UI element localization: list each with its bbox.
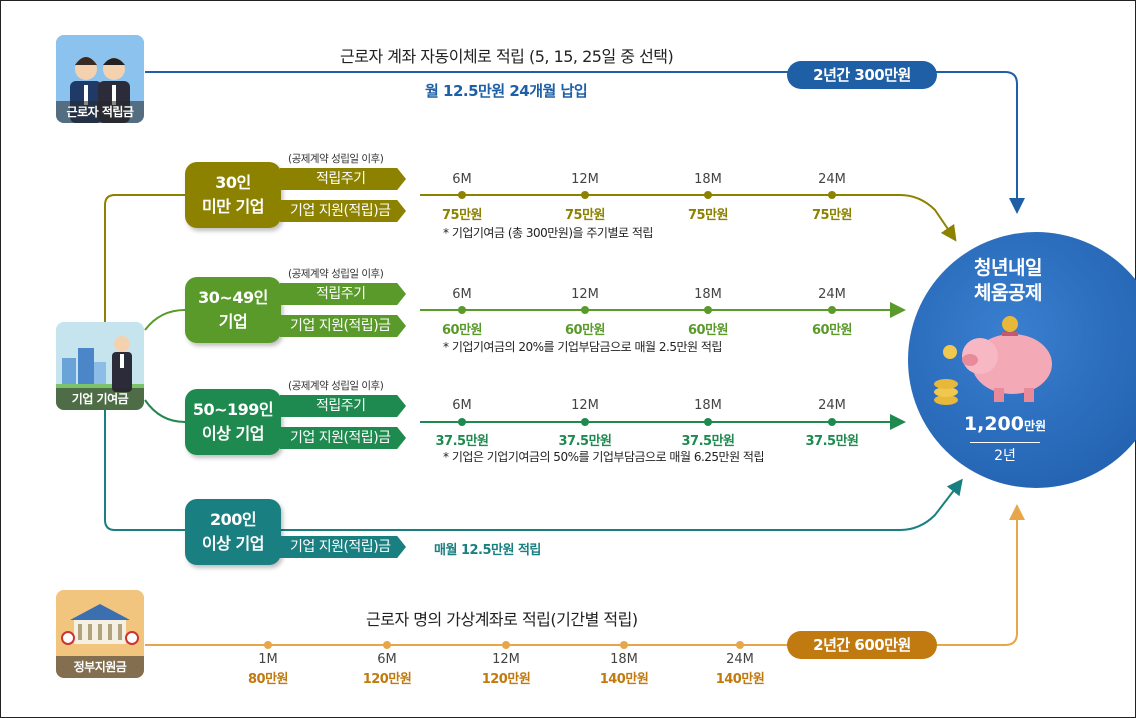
tier1-amount: 75만원 (687, 208, 729, 223)
tier1-size-line1: 30인 (215, 173, 251, 192)
tier3-note: * 기업은 기업기여금의 50%를 기업부담금으로 매월 6.25만원 적립 (443, 450, 765, 464)
worker-subtitle: 월 12.5만원 24개월 납입 (425, 82, 588, 100)
tier1-company-size: 30인 미만 기업 (185, 162, 281, 228)
gov-tick: 12M (492, 652, 520, 667)
tier2-size-line2: 기업 (218, 312, 248, 331)
tier1-tick: 6M (452, 172, 472, 187)
tier4-size-line2: 이상 기업 (202, 534, 264, 553)
gov-amount: 140만원 (599, 672, 649, 687)
tier1-tick: 12M (571, 172, 599, 187)
tier2-amount: 60만원 (687, 323, 729, 338)
tier4-support-label: 기업 지원(적립)금 (280, 536, 406, 558)
tier4-monthly: 매월 12.5만원 적립 (434, 543, 541, 558)
tier2-amount: 60만원 (811, 323, 853, 338)
tier2-company-size: 30~49인 기업 (185, 277, 281, 343)
gov-amount: 120만원 (481, 672, 531, 687)
tier2-amount: 60만원 (564, 323, 606, 338)
gov-amount: 120만원 (362, 672, 412, 687)
tier3-tick: 6M (452, 398, 472, 413)
result-amount: 1,200만원 (950, 413, 1060, 435)
tier1-note: * 기업기여금 (총 300만원)을 주기별로 적립 (443, 226, 653, 240)
tier2-note: * 기업기여금의 20%를 기업부담금으로 매월 2.5만원 적립 (443, 340, 722, 354)
government-icon-label: 정부지원금 (56, 656, 144, 678)
result-amount-value: 1,200 (963, 413, 1024, 435)
tier4-size-line1: 200인 (209, 510, 257, 529)
tier3-amount: 37.5만원 (435, 434, 490, 449)
tier1-amount: 75만원 (811, 208, 853, 223)
worker-total-pill: 2년간 300만원 (787, 61, 937, 89)
company-icon-label: 기업 기여금 (56, 388, 144, 410)
tier1-tick: 24M (818, 172, 846, 187)
tier2-amount: 60만원 (441, 323, 483, 338)
tier3-amount: 37.5만원 (681, 434, 736, 449)
government-total-pill: 2년간 600만원 (787, 631, 937, 659)
tier3-tick: 24M (818, 398, 846, 413)
tier1-contract-note: (공제계약 성립일 이후) (288, 153, 384, 165)
government-title: 근로자 명의 가상계좌로 적립(기간별 적립) (366, 610, 638, 629)
tier2-cycle-label: 적립주기 (280, 283, 406, 305)
piggy-bank-icon (934, 316, 1052, 405)
tier3-size-line1: 50~199인 (192, 400, 274, 419)
result-title-line2: 체움공제 (974, 282, 1042, 304)
tier1-amount: 75만원 (441, 208, 483, 223)
government-support-icon: 정부지원금 (56, 590, 144, 678)
tier3-size-line2: 이상 기업 (202, 424, 264, 443)
result-title: 청년내일 체움공제 (958, 256, 1058, 306)
result-amount-unit: 만원 (1024, 419, 1047, 433)
tier1-cycle-label: 적립주기 (280, 168, 406, 190)
gov-amount: 140만원 (715, 672, 765, 687)
tier1-amount: 75만원 (564, 208, 606, 223)
tier3-amount: 37.5만원 (558, 434, 613, 449)
tier2-tick: 6M (452, 287, 472, 302)
tier2-tick: 12M (571, 287, 599, 302)
tier3-tick: 18M (694, 398, 722, 413)
tier2-contract-note: (공제계약 성립일 이후) (288, 268, 384, 280)
tier1-size-line2: 미만 기업 (202, 197, 264, 216)
tier3-tick: 12M (571, 398, 599, 413)
gov-tick: 6M (377, 652, 397, 667)
tier3-support-label: 기업 지원(적립)금 (280, 427, 406, 449)
tier3-amount: 37.5만원 (805, 434, 860, 449)
tier2-support-label: 기업 지원(적립)금 (280, 315, 406, 337)
tier3-company-size: 50~199인 이상 기업 (185, 389, 281, 455)
tier4-company-size: 200인 이상 기업 (185, 499, 281, 565)
tier2-tick: 18M (694, 287, 722, 302)
tier3-cycle-label: 적립주기 (280, 395, 406, 417)
tier2-tick: 24M (818, 287, 846, 302)
result-duration: 2년 (970, 442, 1040, 465)
tier2-size-line1: 30~49인 (198, 288, 268, 307)
company-contribution-icon: 기업 기여금 (56, 322, 144, 410)
worker-icon-label: 근로자 적립금 (56, 101, 144, 123)
tier1-support-label: 기업 지원(적립)금 (280, 200, 406, 222)
gov-tick: 18M (610, 652, 638, 667)
worker-savings-icon: 근로자 적립금 (56, 35, 144, 123)
gov-tick: 1M (258, 652, 278, 667)
result-title-line1: 청년내일 (974, 257, 1042, 279)
worker-title: 근로자 계좌 자동이체로 적립 (5, 15, 25일 중 선택) (340, 47, 674, 66)
tier1-tick: 18M (694, 172, 722, 187)
gov-tick: 24M (726, 652, 754, 667)
tier3-contract-note: (공제계약 성립일 이후) (288, 380, 384, 392)
gov-amount: 80만원 (247, 672, 289, 687)
